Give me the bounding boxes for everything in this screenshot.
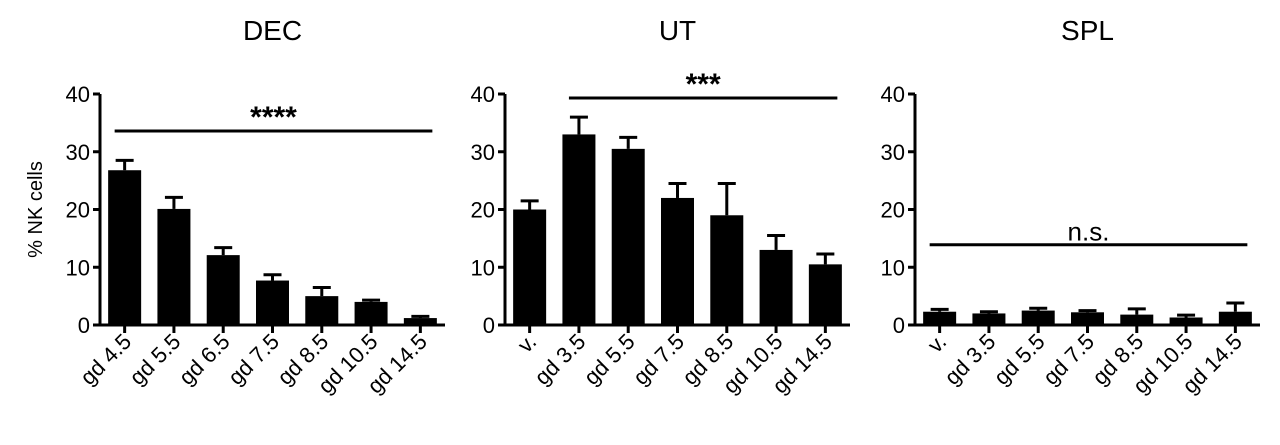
y-tick-label: 0 xyxy=(78,313,90,338)
bar xyxy=(1071,312,1104,325)
panel-title: DEC xyxy=(243,15,302,46)
bar xyxy=(256,280,289,325)
y-tick-label: 40 xyxy=(881,82,905,107)
y-tick-label: 20 xyxy=(471,198,495,223)
x-tick-label: gd 3.5 xyxy=(940,329,1001,390)
bar xyxy=(1021,310,1055,325)
bar xyxy=(710,215,744,325)
bar xyxy=(1120,314,1154,325)
x-tick-label: v. xyxy=(513,329,542,358)
significance-label: **** xyxy=(250,101,297,134)
x-tick-label: gd 7.5 xyxy=(628,329,689,390)
bar xyxy=(1169,317,1203,325)
bar xyxy=(611,148,645,325)
y-tick-label: 20 xyxy=(66,198,90,223)
panel-title: UT xyxy=(659,15,696,46)
y-tick-label: 30 xyxy=(471,140,495,165)
y-tick-label: 40 xyxy=(471,82,495,107)
significance-label: n.s. xyxy=(1068,217,1110,247)
significance-label: *** xyxy=(686,68,721,101)
bar xyxy=(1218,311,1252,325)
x-tick-label: gd 5.5 xyxy=(579,329,640,390)
y-tick-label: 30 xyxy=(66,140,90,165)
x-tick-label: gd 7.5 xyxy=(1038,329,1099,390)
x-tick-label: gd 5.5 xyxy=(125,329,186,390)
bar xyxy=(562,134,596,325)
bar xyxy=(206,255,240,325)
y-tick-label: 30 xyxy=(881,140,905,165)
x-tick-label: v. xyxy=(923,329,952,358)
bar xyxy=(305,296,339,325)
bar xyxy=(354,301,388,325)
bar xyxy=(923,311,957,325)
x-tick-label: gd 3.5 xyxy=(530,329,591,390)
bar xyxy=(808,264,842,325)
y-tick-label: 10 xyxy=(881,255,905,280)
panel-title: SPL xyxy=(1061,15,1114,46)
y-tick-label: 0 xyxy=(893,313,905,338)
y-tick-label: 40 xyxy=(66,82,90,107)
bar xyxy=(513,209,547,325)
y-tick-label: 10 xyxy=(471,255,495,280)
x-tick-label: gd 6.5 xyxy=(174,329,235,390)
bar xyxy=(661,197,694,325)
bar xyxy=(972,313,1006,325)
bar xyxy=(108,170,142,325)
x-tick-label: gd 5.5 xyxy=(989,329,1050,390)
bar xyxy=(157,208,191,325)
y-tick-label: 10 xyxy=(66,255,90,280)
bar xyxy=(403,318,437,325)
bar xyxy=(759,249,793,325)
x-tick-label: gd 7.5 xyxy=(223,329,284,390)
y-axis-label: % NK cells xyxy=(25,161,47,258)
y-tick-label: 20 xyxy=(881,198,905,223)
y-tick-label: 0 xyxy=(483,313,495,338)
